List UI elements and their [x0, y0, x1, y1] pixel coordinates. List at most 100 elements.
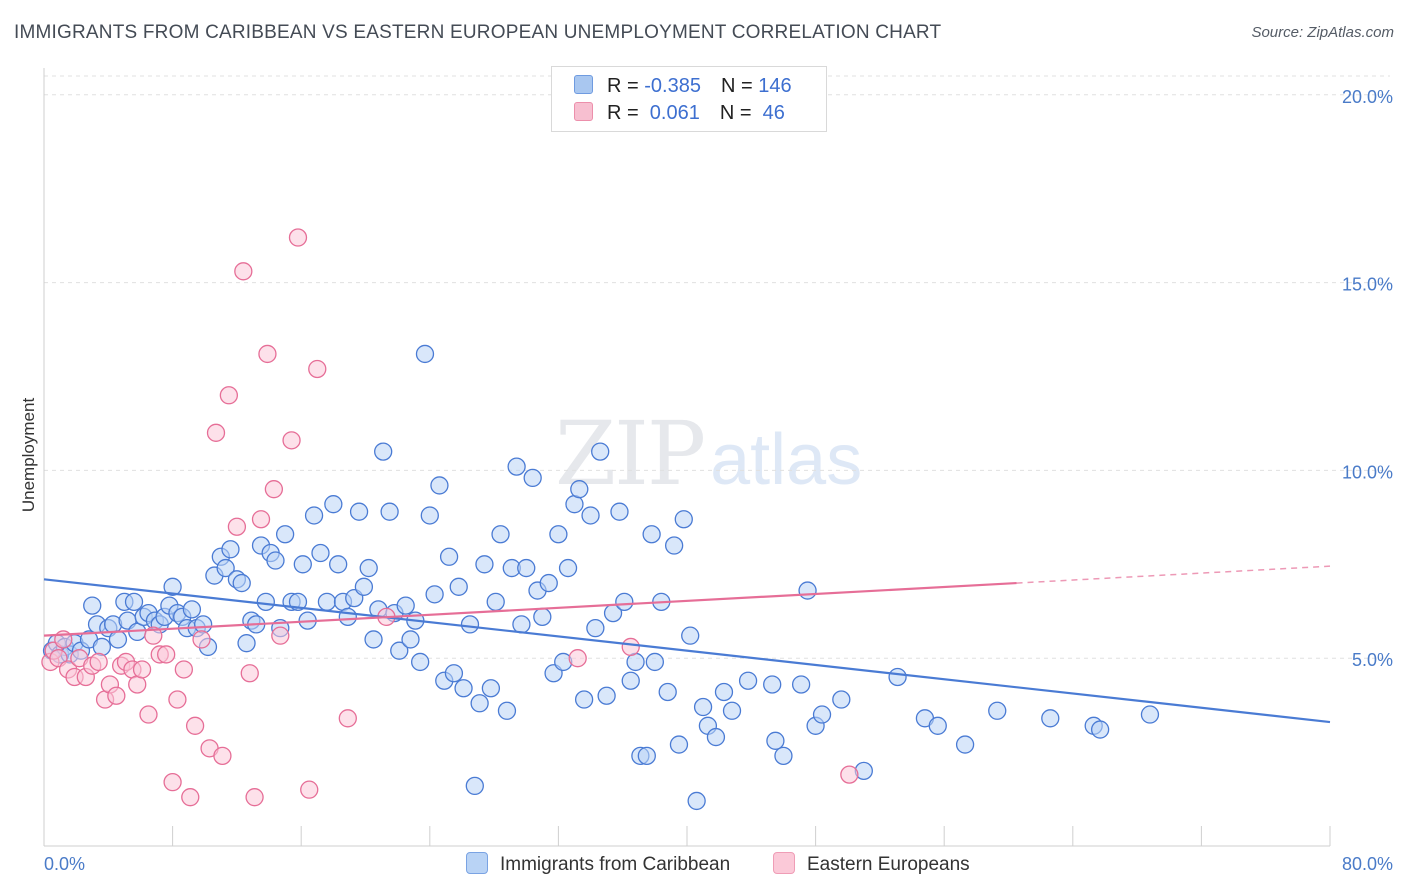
- data-point: [237, 634, 256, 653]
- data-point: [497, 701, 517, 720]
- y-tick-label: 10.0%: [1342, 462, 1393, 482]
- tick-labels: 5.0% 10.0% 15.0% 20.0% 0.0% 80.0%: [44, 87, 1393, 874]
- legend-r-label: R =: [607, 75, 645, 97]
- data-point: [213, 746, 232, 766]
- data-point: [338, 607, 357, 627]
- trend-line: [43, 581, 1017, 637]
- data-point: [642, 525, 661, 544]
- data-point: [264, 480, 284, 499]
- data-point: [163, 577, 182, 596]
- series-0: [42, 344, 1160, 811]
- data-point: [791, 675, 811, 694]
- data-point: [317, 592, 337, 612]
- data-point: [245, 788, 264, 807]
- data-point: [168, 690, 187, 709]
- data-point: [470, 694, 489, 713]
- legend-swatch-eastern: [574, 102, 593, 121]
- data-point: [693, 697, 713, 717]
- data-point: [475, 555, 494, 574]
- data-point: [586, 618, 605, 638]
- data-point: [324, 495, 343, 514]
- trend-lines: [43, 565, 1331, 724]
- data-point: [174, 660, 194, 679]
- data-point: [311, 543, 330, 563]
- data-point: [338, 709, 357, 728]
- data-point: [221, 540, 240, 559]
- data-point: [988, 701, 1007, 720]
- data-point: [491, 525, 510, 544]
- data-point: [390, 641, 409, 660]
- data-point: [523, 468, 542, 488]
- data-point: [928, 716, 947, 735]
- data-point: [832, 690, 851, 709]
- grid-lines: [44, 75, 1390, 659]
- data-point: [574, 690, 594, 709]
- data-point: [401, 630, 420, 649]
- bottom-legend-swatch-eastern: [773, 852, 795, 874]
- data-point: [108, 630, 128, 649]
- trend-line-extension: [1016, 565, 1331, 584]
- legend-row-caribbean: R = -0.385 N = 146: [574, 75, 792, 101]
- data-point: [539, 573, 558, 593]
- bottom-legend-caribbean[interactable]: Immigrants from Caribbean: [466, 852, 730, 876]
- y-tick-label: 20.0%: [1342, 87, 1393, 107]
- data-point: [955, 735, 975, 754]
- data-point: [354, 577, 374, 596]
- data-point: [258, 344, 277, 364]
- data-point: [687, 791, 706, 811]
- data-point: [219, 386, 239, 405]
- data-point: [454, 679, 473, 698]
- data-point: [460, 615, 480, 634]
- data-point: [232, 573, 251, 593]
- data-point: [185, 716, 205, 735]
- data-point: [288, 228, 308, 247]
- data-point: [674, 510, 693, 529]
- data-point: [329, 555, 348, 574]
- data-point: [669, 735, 689, 754]
- data-point: [415, 344, 435, 364]
- data-point: [139, 705, 158, 724]
- data-point: [738, 671, 758, 690]
- data-point: [706, 727, 726, 747]
- x-tick-label-max: 80.0%: [1342, 854, 1393, 874]
- data-point: [420, 506, 439, 525]
- data-point: [157, 645, 176, 664]
- data-point: [637, 746, 656, 766]
- bottom-legend-label-eastern: Eastern Europeans: [807, 854, 970, 875]
- data-point: [439, 547, 459, 566]
- bottom-legend-eastern[interactable]: Eastern Europeans: [773, 852, 970, 876]
- chart-title: IMMIGRANTS FROM CARIBBEAN VS EASTERN EUR…: [14, 22, 942, 43]
- data-point: [124, 592, 144, 612]
- data-point: [430, 476, 449, 495]
- data-point: [234, 262, 253, 281]
- data-point: [722, 701, 742, 720]
- data-point: [774, 746, 793, 766]
- data-point: [282, 431, 301, 450]
- bottom-legend-swatch-caribbean: [466, 852, 488, 874]
- data-point: [486, 592, 505, 612]
- bottom-legend-label-caribbean: Immigrants from Caribbean: [500, 854, 731, 875]
- data-point: [621, 637, 640, 657]
- legend-n-label: N =: [720, 75, 759, 97]
- data-point: [308, 359, 327, 379]
- data-point: [840, 765, 859, 784]
- axes: [43, 68, 1331, 847]
- source-label: Source: ZipAtlas.com: [1251, 24, 1394, 41]
- data-point: [1090, 720, 1110, 739]
- data-point: [349, 502, 369, 521]
- data-point: [206, 423, 226, 442]
- data-point: [568, 649, 587, 668]
- data-point: [512, 615, 531, 634]
- watermark-atlas: atlas: [710, 420, 863, 500]
- data-point: [766, 731, 785, 750]
- data-point: [681, 626, 700, 645]
- data-point: [570, 480, 589, 499]
- data-point: [380, 502, 399, 521]
- data-point: [425, 585, 444, 604]
- data-point: [293, 555, 312, 574]
- data-point: [465, 776, 484, 796]
- legend-row-eastern: R = 0.061 N = 46: [574, 102, 785, 128]
- data-point: [888, 667, 907, 687]
- data-point: [300, 780, 319, 799]
- bottom-legend: Immigrants from Caribbean Eastern Europe…: [0, 852, 1406, 878]
